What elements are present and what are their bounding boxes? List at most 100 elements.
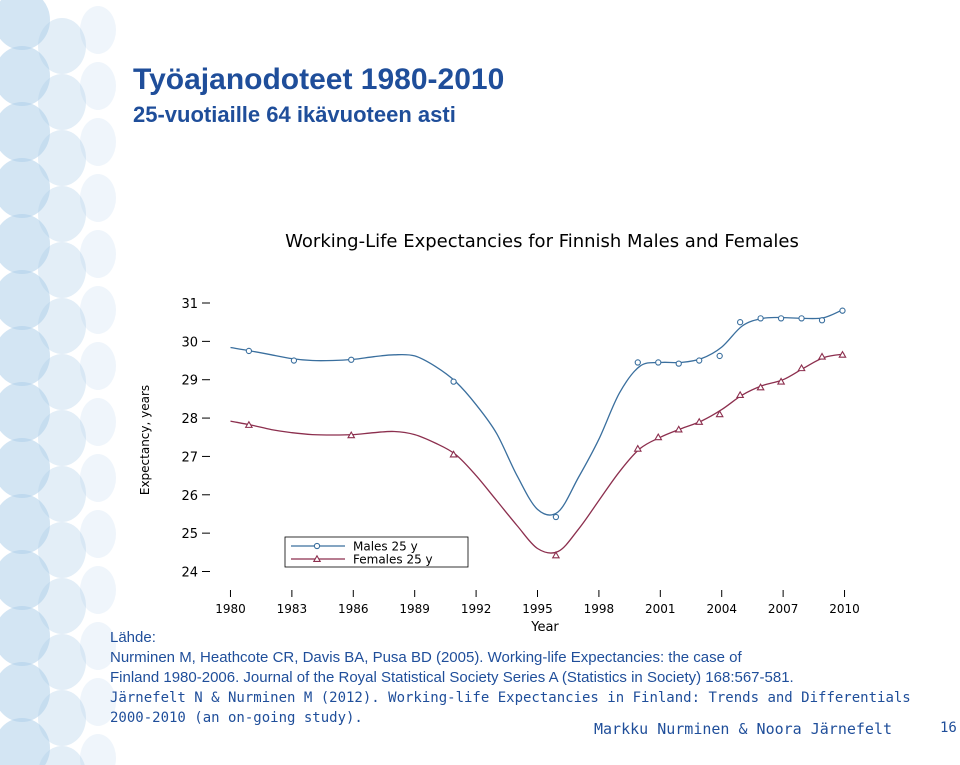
deco-ellipse [38,690,86,746]
data-point [348,356,355,363]
series-females [230,350,847,559]
working-life-expectancy-chart: Working-Life Expectancies for Finnish Ma… [138,231,860,635]
x-tick-label: 2010 [829,602,860,616]
deco-ellipse [0,718,50,765]
deco-ellipse [38,130,86,186]
y-tick-label: 26 [181,489,198,504]
y-tick-label: 28 [181,412,198,427]
data-point [716,352,723,360]
chart-title: Working-Life Expectancies for Finnish Ma… [285,231,799,252]
data-point [715,409,724,418]
deco-ellipse [80,566,116,614]
series-males [230,307,846,521]
data-point [777,315,785,322]
deco-ellipse [0,494,50,554]
deco-ellipse [0,326,50,386]
deco-ellipse [0,438,50,498]
data-point [290,357,298,364]
deco-ellipse [38,578,86,634]
data-point [696,357,703,364]
data-point [817,352,827,360]
x-tick-label: 1986 [338,602,369,616]
y-tick-label: 25 [181,527,198,542]
slide-subtitle: 25-vuotiaille 64 ikävuoteen asti [133,102,456,127]
data-point [245,347,253,355]
deco-ellipse [38,186,86,242]
series-line [230,308,845,516]
deco-ellipse [0,550,50,610]
data-point [552,513,560,521]
deco-ellipse [38,18,86,74]
deco-ellipse [80,62,116,110]
data-point [655,359,662,366]
deco-ellipse [80,454,116,502]
data-point [674,425,683,433]
y-tick-label: 27 [181,450,198,465]
data-point [736,319,744,326]
deco-ellipse [80,174,116,222]
deco-ellipse [0,102,50,162]
data-point [551,551,561,559]
data-point [838,350,847,358]
deco-ellipse [80,286,116,334]
deco-ellipse [80,734,116,765]
deco-ellipse [38,634,86,690]
slide-title: Työajanodoteet 1980-2010 [133,63,505,96]
x-axis-label: Year [530,620,559,635]
data-point [798,315,805,322]
source-line-4: 2000-2010 (an on-going study). [110,710,363,726]
deco-ellipse [0,606,50,666]
source-line-3: Järnefelt N & Nurminen M (2012). Working… [110,690,911,706]
deco-ellipse [80,510,116,558]
deco-ellipse [38,298,86,354]
x-tick-label: 1980 [215,602,246,616]
legend-marker [312,554,322,562]
x-tick-label: 1995 [522,602,553,616]
page-number: 16 [940,720,957,736]
legend-label: Males 25 y [353,540,418,554]
deco-ellipse [0,0,50,50]
legend-item: Females 25 y [291,553,433,567]
data-point [776,377,786,385]
deco-ellipse [80,622,116,670]
data-point [756,383,765,391]
y-tick-label: 29 [181,374,198,389]
deco-ellipse [38,242,86,298]
x-tick-label: 1983 [277,602,308,616]
y-tick-label: 24 [181,565,198,580]
deco-ellipse [38,466,86,522]
deco-ellipse [80,342,116,390]
deco-ellipse [80,6,116,54]
deco-ellipse [80,398,116,446]
data-point [654,432,663,441]
legend-label: Females 25 y [353,553,433,567]
data-point [244,420,254,428]
x-tick-label: 1989 [399,602,430,616]
data-point [695,417,704,425]
source-line-1: Nurminen M, Heathcote CR, Davis BA, Pusa… [110,649,742,666]
legend-marker [313,542,321,550]
deco-ellipse [0,662,50,722]
x-tick-label: 2001 [645,602,676,616]
source-line-2: Finland 1980-2006. Journal of the Royal … [110,669,794,686]
source-heading: Lähde: [110,629,156,646]
deco-ellipse [38,74,86,130]
authors: Markku Nurminen & Noora Järnefelt [594,720,893,738]
chart-axes: 24 25 26 27 28 29 30 31 1980 1983 1986 1989 1992 1995… [181,297,859,616]
deco-ellipse [0,46,50,106]
data-point [797,363,806,372]
data-point [634,359,641,366]
deco-ellipse [0,214,50,274]
x-tick-label: 2007 [768,602,799,616]
deco-ellipse [38,522,86,578]
legend-box [284,536,469,568]
data-point [839,307,846,314]
data-point [450,378,457,385]
deco-ellipse [0,158,50,218]
data-point [633,444,642,452]
data-point [818,317,826,324]
deco-ellipse [80,118,116,166]
y-tick-label: 30 [181,335,198,350]
